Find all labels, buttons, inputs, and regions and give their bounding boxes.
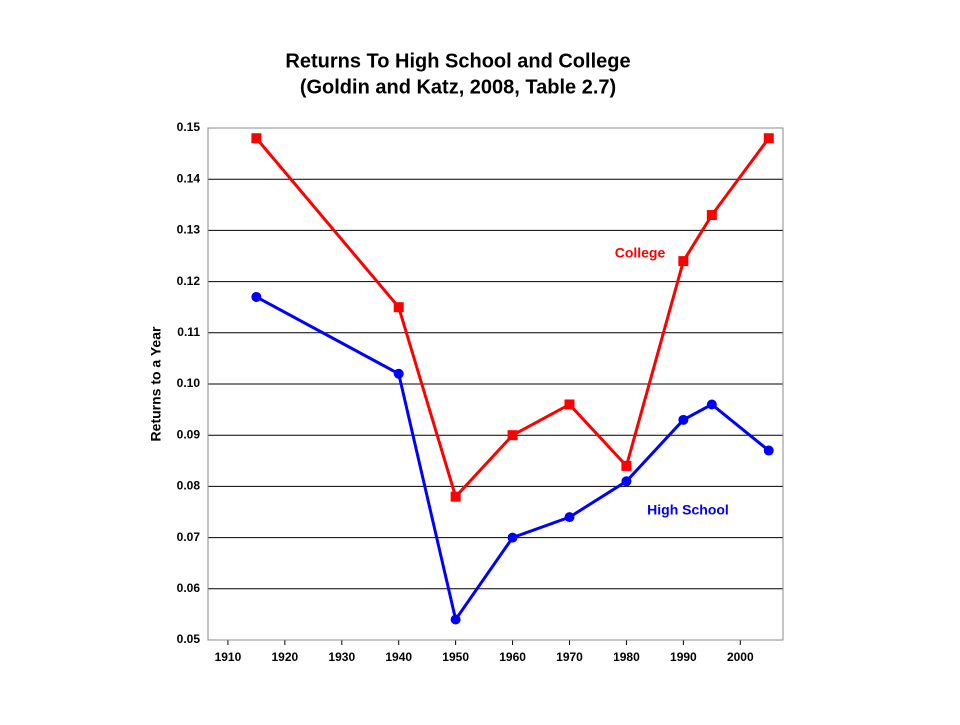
y-tick-label: 0.09 (177, 427, 201, 441)
x-tick-label: 1940 (385, 650, 412, 664)
chart-subtitle: (Goldin and Katz, 2008, Table 2.7) (300, 76, 616, 98)
marker (564, 399, 575, 410)
marker (507, 430, 518, 441)
x-tick-label: 1920 (272, 650, 299, 664)
y-tick-label: 0.12 (177, 274, 201, 288)
x-tick-label: 1930 (328, 650, 355, 664)
marker (678, 256, 689, 267)
marker (621, 460, 632, 471)
marker (251, 291, 262, 302)
x-tick-label: 1910 (215, 650, 242, 664)
marker (564, 512, 575, 523)
marker (763, 133, 774, 144)
plot-frame (207, 127, 784, 641)
marker (251, 133, 262, 144)
marker (678, 414, 689, 425)
marker (450, 491, 461, 502)
x-tick-label: 2000 (727, 650, 754, 664)
y-tick-label: 0.06 (177, 581, 201, 595)
y-tick-label: 0.05 (177, 632, 201, 646)
marker (507, 532, 518, 543)
marker (763, 445, 774, 456)
x-tick-label: 1980 (613, 650, 640, 664)
marker (393, 368, 404, 379)
x-tick-label: 1960 (499, 650, 526, 664)
y-tick-label: 0.15 (177, 120, 201, 134)
chart-title: Returns To High School and College (285, 50, 630, 72)
marker (393, 302, 404, 313)
y-tick-label: 0.08 (177, 479, 201, 493)
marker (621, 476, 632, 487)
x-tick-label: 1950 (442, 650, 469, 664)
series-label: High School (647, 502, 729, 518)
y-tick-label: 0.14 (177, 171, 201, 185)
series-label: College (615, 245, 666, 261)
x-tick-label: 1990 (670, 650, 697, 664)
y-tick-label: 0.10 (177, 376, 201, 390)
y-tick-label: 0.13 (177, 223, 201, 237)
marker (450, 614, 461, 625)
y-axis-label: Returns to a Year (148, 326, 164, 441)
marker (706, 210, 717, 221)
y-tick-label: 0.07 (177, 530, 201, 544)
x-tick-label: 1970 (556, 650, 583, 664)
y-tick-label: 0.11 (177, 325, 200, 339)
marker (706, 399, 717, 410)
